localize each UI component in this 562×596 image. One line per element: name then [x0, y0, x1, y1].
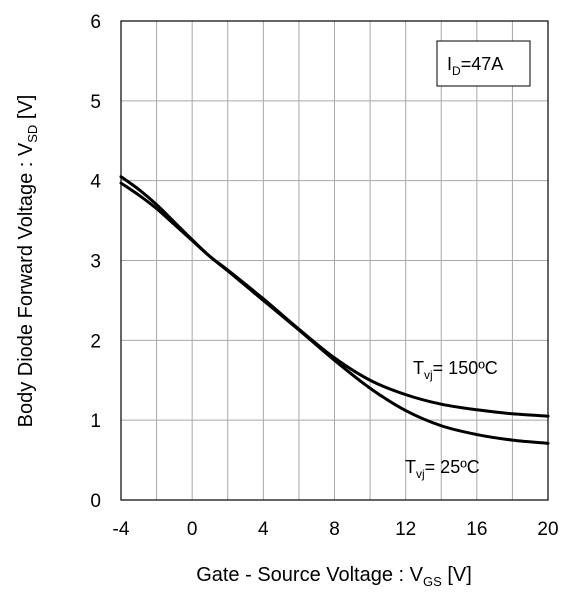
x-axis-title-sub: GS: [423, 574, 442, 589]
grid: [120, 20, 549, 501]
y-tick-label: 6: [90, 12, 101, 33]
x-tick-label: 0: [187, 519, 198, 540]
x-axis-title: Gate - Source Voltage : VGS [V]: [196, 564, 472, 589]
series-label-150c-sub: vj: [424, 368, 433, 382]
series-label-25c: Tvj= 25ºC: [405, 457, 480, 481]
y-tick-label: 2: [90, 331, 101, 352]
x-tick-label: 8: [329, 519, 340, 540]
series-line-25c: [119, 175, 550, 445]
series-label-25c-sub: vj: [416, 467, 425, 481]
y-axis-title: Body Diode Forward Voltage : VSD [V]: [15, 95, 40, 428]
plot-frame: [120, 20, 549, 501]
legend-box: ID=47A: [436, 40, 531, 87]
legend-box-frame: [436, 40, 531, 87]
legend-box-tail: =47A: [461, 54, 504, 74]
y-tick-labels: 0 1 2 3 4 5 6: [90, 12, 101, 512]
series-label-25c-tail: = 25ºC: [425, 457, 480, 477]
y-tick-label: 0: [90, 491, 101, 512]
y-axis-title-sub: SD: [25, 125, 40, 143]
y-tick-label: 1: [90, 411, 101, 432]
x-axis-title-tail: [V]: [442, 564, 472, 586]
x-axis-title-main: Gate - Source Voltage : V: [196, 564, 423, 586]
series-label-150c: Tvj= 150ºC: [413, 358, 498, 382]
y-tick-label: 5: [90, 92, 101, 113]
series-label-150c-main: T: [413, 358, 424, 378]
y-axis-title-main: Body Diode Forward Voltage : V: [15, 142, 37, 427]
x-tick-label: 20: [537, 519, 558, 540]
legend-box-sub: D: [452, 64, 461, 78]
x-tick-label: 16: [466, 519, 487, 540]
y-tick-label: 4: [90, 172, 101, 193]
y-tick-label: 3: [90, 252, 101, 273]
x-tick-labels: -4 0 4 8 12 16 20: [113, 519, 559, 540]
legend-box-text: ID=47A: [447, 54, 503, 78]
x-tick-label: 12: [395, 519, 416, 540]
series-lines: [119, 175, 550, 445]
series-label-25c-main: T: [405, 457, 416, 477]
series-label-150c-tail: = 150ºC: [433, 358, 498, 378]
legend-box-main: I: [447, 54, 452, 74]
y-axis-title-tail: [V]: [15, 95, 37, 125]
x-tick-label: 4: [258, 519, 269, 540]
x-tick-label: -4: [113, 519, 130, 540]
